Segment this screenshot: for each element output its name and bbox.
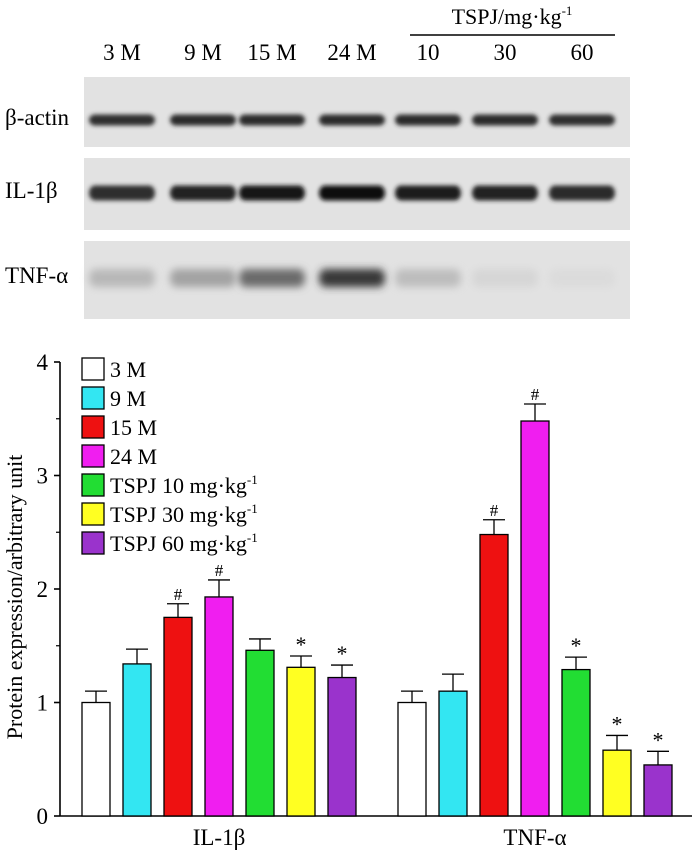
significance-mark: * xyxy=(296,632,307,657)
significance-mark: # xyxy=(215,561,224,580)
blot-band xyxy=(549,185,615,201)
blot-band xyxy=(472,185,538,201)
legend-label-text: 3 M xyxy=(110,357,146,382)
legend-label: 9 M xyxy=(110,386,146,411)
bar xyxy=(245,649,275,817)
legend-swatch xyxy=(81,357,105,381)
blot-band xyxy=(170,114,236,126)
blot-band xyxy=(395,114,461,126)
blot-row-label: β-actin xyxy=(5,105,70,130)
blot-band xyxy=(239,269,305,287)
significance-mark: # xyxy=(490,501,499,520)
blot-row: β-actin xyxy=(5,77,630,147)
bar xyxy=(397,701,427,817)
blot-band xyxy=(319,185,385,201)
legend-label-text: 15 M xyxy=(110,415,157,440)
y-axis-title: Protein expression/arbitrary unit xyxy=(2,455,27,740)
bar xyxy=(438,690,468,817)
bar xyxy=(327,676,357,817)
bar xyxy=(122,663,152,817)
blot-band xyxy=(319,114,385,126)
significance-mark: * xyxy=(337,641,348,666)
legend-label-text: TSPJ 60 mg·kg xyxy=(110,531,247,556)
western-blot: 3 M 9 M 15 M 24 M 10 30 60 TSPJ/mg·kg-1 β-actin I… xyxy=(5,3,630,319)
legend-label-sup: -1 xyxy=(247,501,258,516)
legend-swatch xyxy=(81,473,105,497)
legend-label-sup: -1 xyxy=(247,530,258,545)
treatment-header-text: TSPJ/mg·kg xyxy=(452,4,562,29)
y-tick-label: 4 xyxy=(37,350,49,375)
x-category-label: IL-1β xyxy=(193,825,246,850)
legend-swatch xyxy=(81,531,105,555)
legend-swatch xyxy=(81,444,105,468)
bar xyxy=(81,701,111,817)
significance-mark: * xyxy=(653,727,664,752)
bar xyxy=(520,420,550,817)
y-tick-label: 3 xyxy=(37,464,49,489)
legend-label: TSPJ 10 mg·kg-1 xyxy=(110,472,258,498)
blot-row-label: IL-1β xyxy=(5,178,58,203)
legend-label: TSPJ 30 mg·kg-1 xyxy=(110,501,258,527)
bar xyxy=(561,668,591,817)
blot-band xyxy=(395,185,461,201)
legend-label-text: TSPJ 30 mg·kg xyxy=(110,502,247,527)
blot-row: IL-1β xyxy=(5,158,630,230)
significance-mark: # xyxy=(174,585,183,604)
y-tick-label: 2 xyxy=(37,577,49,602)
significance-mark: # xyxy=(531,385,540,404)
blot-band xyxy=(89,269,155,287)
treatment-header-sup: -1 xyxy=(562,3,573,18)
x-category-label: TNF-α xyxy=(503,825,566,850)
legend-label: 3 M xyxy=(110,357,146,382)
legend-label-sup: -1 xyxy=(247,472,258,487)
blot-band xyxy=(89,114,155,126)
legend-label-text: TSPJ 10 mg·kg xyxy=(110,473,247,498)
y-tick-label: 0 xyxy=(37,804,49,829)
blot-band xyxy=(549,114,615,126)
bar xyxy=(643,764,673,817)
bar xyxy=(204,596,234,817)
blot-band xyxy=(395,269,461,287)
legend-label-text: 9 M xyxy=(110,386,146,411)
blot-lane-label: 9 M xyxy=(184,40,222,65)
blot-lane-label: 30 xyxy=(494,40,517,65)
blot-band xyxy=(472,269,538,287)
bar xyxy=(479,533,509,817)
legend-swatch xyxy=(81,415,105,439)
blot-band xyxy=(170,269,236,287)
blot-lane-label: 10 xyxy=(417,40,440,65)
legend-swatch xyxy=(81,502,105,526)
bar xyxy=(602,749,632,817)
blot-lane-label: 15 M xyxy=(247,40,296,65)
blot-band xyxy=(319,269,385,287)
blot-lane-label: 60 xyxy=(571,40,594,65)
significance-mark: * xyxy=(612,711,623,736)
legend-swatch xyxy=(81,386,105,410)
blot-band xyxy=(239,185,305,201)
legend-label: TSPJ 60 mg·kg-1 xyxy=(110,530,258,556)
blot-lane-label: 3 M xyxy=(103,40,141,65)
treatment-header: TSPJ/mg·kg-1 xyxy=(452,3,573,29)
blot-panel xyxy=(84,77,630,147)
blot-band xyxy=(239,114,305,126)
y-tick-label: 1 xyxy=(37,691,49,716)
blot-band xyxy=(472,114,538,126)
blot-band xyxy=(549,269,615,287)
legend-label: 15 M xyxy=(110,415,157,440)
bar xyxy=(286,666,316,817)
blot-row-label: TNF-α xyxy=(5,263,68,288)
legend-label-text: 24 M xyxy=(110,444,157,469)
blot-row: TNF-α xyxy=(5,241,630,319)
significance-mark: * xyxy=(571,633,582,658)
bar-chart: 0 1 2 3 4 Protein expression/arbitrary unit # #… xyxy=(2,350,692,850)
legend-label: 24 M xyxy=(110,444,157,469)
bar xyxy=(163,616,193,817)
blot-band xyxy=(170,185,236,201)
blot-lane-label: 24 M xyxy=(327,40,376,65)
blot-band xyxy=(89,185,155,201)
